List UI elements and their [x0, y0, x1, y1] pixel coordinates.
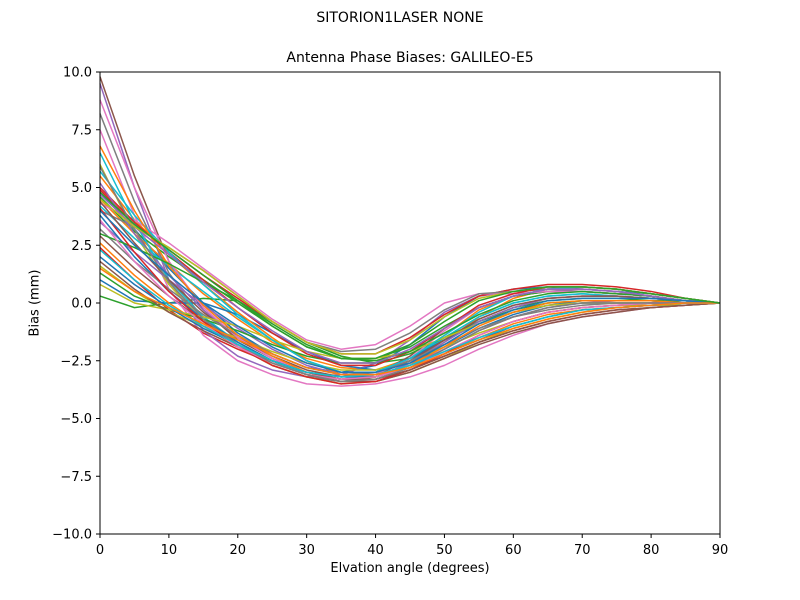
x-tick-label: 40 [367, 543, 384, 558]
series-line-7 [99, 129, 721, 387]
figure-suptitle: SITORION1LASER NONE [316, 10, 484, 26]
y-tick-label: −7.5 [60, 470, 92, 485]
series-line-13 [99, 196, 721, 360]
x-axis-label: Elvation angle (degrees) [330, 561, 490, 576]
x-tick-label: 30 [298, 543, 315, 558]
x-tick-label: 80 [643, 543, 660, 558]
series-line-42 [99, 267, 720, 376]
x-tick-label: 50 [436, 543, 453, 558]
x-tick-label: 60 [505, 543, 522, 558]
axes-layer: 0 10 20 30 40 50 60 70 80 90 10.0 7.5 5.0 2.5 0.0 −2.5 −… [52, 66, 728, 559]
x-tick-label: 10 [161, 543, 178, 558]
series-line-26 [99, 200, 721, 378]
y-tick-label: −10.0 [52, 528, 92, 543]
y-tick-label: 10.0 [63, 66, 92, 81]
y-tick-label: 2.5 [71, 239, 92, 254]
y-tick-label: 7.5 [71, 123, 92, 138]
series-line-18 [99, 209, 721, 353]
series-line-41 [99, 210, 721, 374]
series-layer [99, 76, 721, 387]
x-tick-label: 20 [230, 543, 247, 558]
series-line-36 [99, 260, 721, 380]
x-tick-label: 70 [574, 543, 591, 558]
series-line-8 [99, 113, 721, 383]
x-tick-label: 90 [712, 543, 729, 558]
y-tick-label: 5.0 [71, 181, 92, 196]
y-tick-label: 0.0 [71, 297, 92, 312]
y-tick-label: −5.0 [60, 412, 92, 427]
series-line-35 [99, 193, 721, 364]
x-tick-label: 0 [96, 543, 104, 558]
chart-title: Antenna Phase Biases: GALILEO-E5 [286, 50, 534, 66]
y-tick-label: −2.5 [60, 354, 92, 369]
series-line-43 [99, 191, 721, 360]
